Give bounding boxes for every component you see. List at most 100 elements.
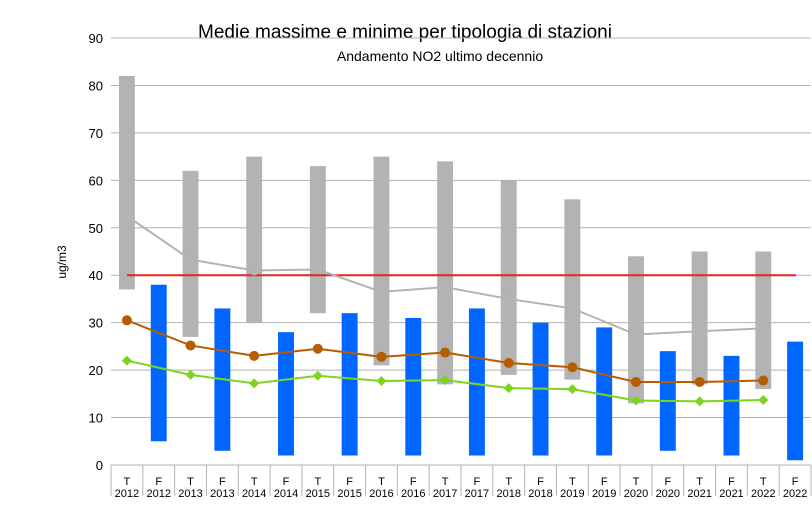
series-lines: [121, 210, 769, 407]
category-year-label: 2022: [783, 488, 807, 500]
series-point: [758, 323, 769, 334]
category-type-label: T: [251, 476, 258, 488]
y-tick-label: 60: [89, 173, 103, 188]
category-type-label: F: [410, 476, 417, 488]
series-point: [631, 329, 641, 340]
series-point: [440, 282, 451, 293]
category-type-label: F: [728, 476, 735, 488]
range-bar: [723, 355, 740, 456]
series-point: [631, 376, 641, 387]
category-type-label: T: [442, 476, 449, 488]
category-type-label: F: [346, 476, 353, 488]
series-point: [567, 362, 578, 373]
category-type-label: T: [187, 476, 194, 488]
range-bar: [150, 284, 167, 442]
series-point: [567, 384, 578, 395]
series-point: [503, 357, 514, 368]
y-tick-label: 90: [89, 31, 103, 46]
series-point: [694, 376, 705, 387]
range-bar: [118, 75, 135, 290]
category-type-label: F: [219, 476, 226, 488]
series-point: [312, 264, 323, 275]
category-year-label: 2018: [528, 488, 552, 500]
series-point: [185, 340, 196, 351]
series-point: [249, 265, 260, 276]
y-axis-label: ug/m3: [55, 245, 69, 279]
series-point: [121, 315, 132, 326]
category-axis: T2012F2012T2013F2013T2014F2014T2015F2015…: [110, 464, 812, 500]
category-type-label: T: [505, 476, 512, 488]
category-year-label: 2020: [656, 488, 680, 500]
y-tick-label: 30: [89, 316, 103, 331]
category-year-label: 2016: [369, 488, 393, 500]
category-year-label: 2014: [242, 488, 266, 500]
range-bar: [468, 308, 485, 456]
category-year-label: 2020: [624, 488, 648, 500]
category-type-label: T: [760, 476, 767, 488]
range-bar: [373, 156, 390, 366]
series-point: [758, 375, 769, 386]
y-tick-label: 70: [89, 126, 103, 141]
range-bar: [182, 170, 199, 337]
category-year-label: 2018: [496, 488, 520, 500]
series-point: [249, 350, 260, 361]
category-year-label: 2015: [306, 488, 330, 500]
range-bar: [309, 166, 326, 314]
category-type-label: T: [124, 476, 131, 488]
category-year-label: 2017: [465, 488, 489, 500]
y-tick-label: 0: [96, 458, 103, 473]
range-bar: [278, 332, 294, 456]
range-bar: [787, 341, 804, 461]
range-bar: [405, 317, 422, 456]
chart-subtitle: Andamento NO2 ultimo decennio: [337, 48, 543, 64]
y-axis-ticks: 0 10 20 30 40 50 60 70 80 90: [89, 31, 103, 473]
series-point: [440, 347, 451, 358]
series-point: [376, 286, 387, 297]
category-type-label: F: [537, 476, 544, 488]
category-year-label: 2016: [401, 488, 425, 500]
series-point: [376, 376, 387, 387]
series-point: [503, 293, 514, 304]
category-type-label: T: [696, 476, 703, 488]
category-year-label: 2013: [210, 488, 234, 500]
series-point: [376, 351, 387, 362]
category-year-label: 2012: [115, 488, 139, 500]
category-year-label: 2019: [560, 488, 584, 500]
series-point: [185, 369, 196, 380]
series-point: [694, 326, 705, 337]
range-bar: [564, 199, 581, 380]
category-year-label: 2012: [146, 488, 170, 500]
series-point: [121, 210, 132, 221]
y-tick-label: 50: [89, 221, 103, 236]
range-bar: [596, 327, 613, 456]
chart-title: Medie massime e minime per tipologia di …: [198, 22, 612, 43]
category-type-label: F: [664, 476, 671, 488]
series-point: [567, 303, 578, 314]
series-point: [121, 355, 132, 366]
category-type-label: T: [314, 476, 321, 488]
y-tick-label: 80: [89, 78, 103, 93]
series-point: [631, 395, 641, 406]
series-point: [758, 395, 769, 406]
range-bar: [755, 251, 772, 390]
category-type-label: T: [378, 476, 385, 488]
category-year-label: 2014: [274, 488, 298, 500]
category-year-label: 2017: [433, 488, 457, 500]
series-point: [694, 396, 705, 407]
category-type-label: F: [155, 476, 162, 488]
category-year-label: 2022: [751, 488, 775, 500]
range-bars: [118, 75, 804, 461]
category-year-label: 2015: [337, 488, 361, 500]
category-year-label: 2021: [687, 488, 711, 500]
y-tick-label: 10: [89, 411, 103, 426]
category-type-label: T: [569, 476, 576, 488]
category-type-label: F: [792, 476, 799, 488]
series-point: [185, 254, 196, 265]
category-year-label: 2019: [592, 488, 616, 500]
series-point: [440, 375, 451, 386]
category-type-label: F: [283, 476, 290, 488]
series-point: [312, 343, 323, 354]
category-type-label: F: [601, 476, 608, 488]
range-bar: [500, 180, 517, 375]
